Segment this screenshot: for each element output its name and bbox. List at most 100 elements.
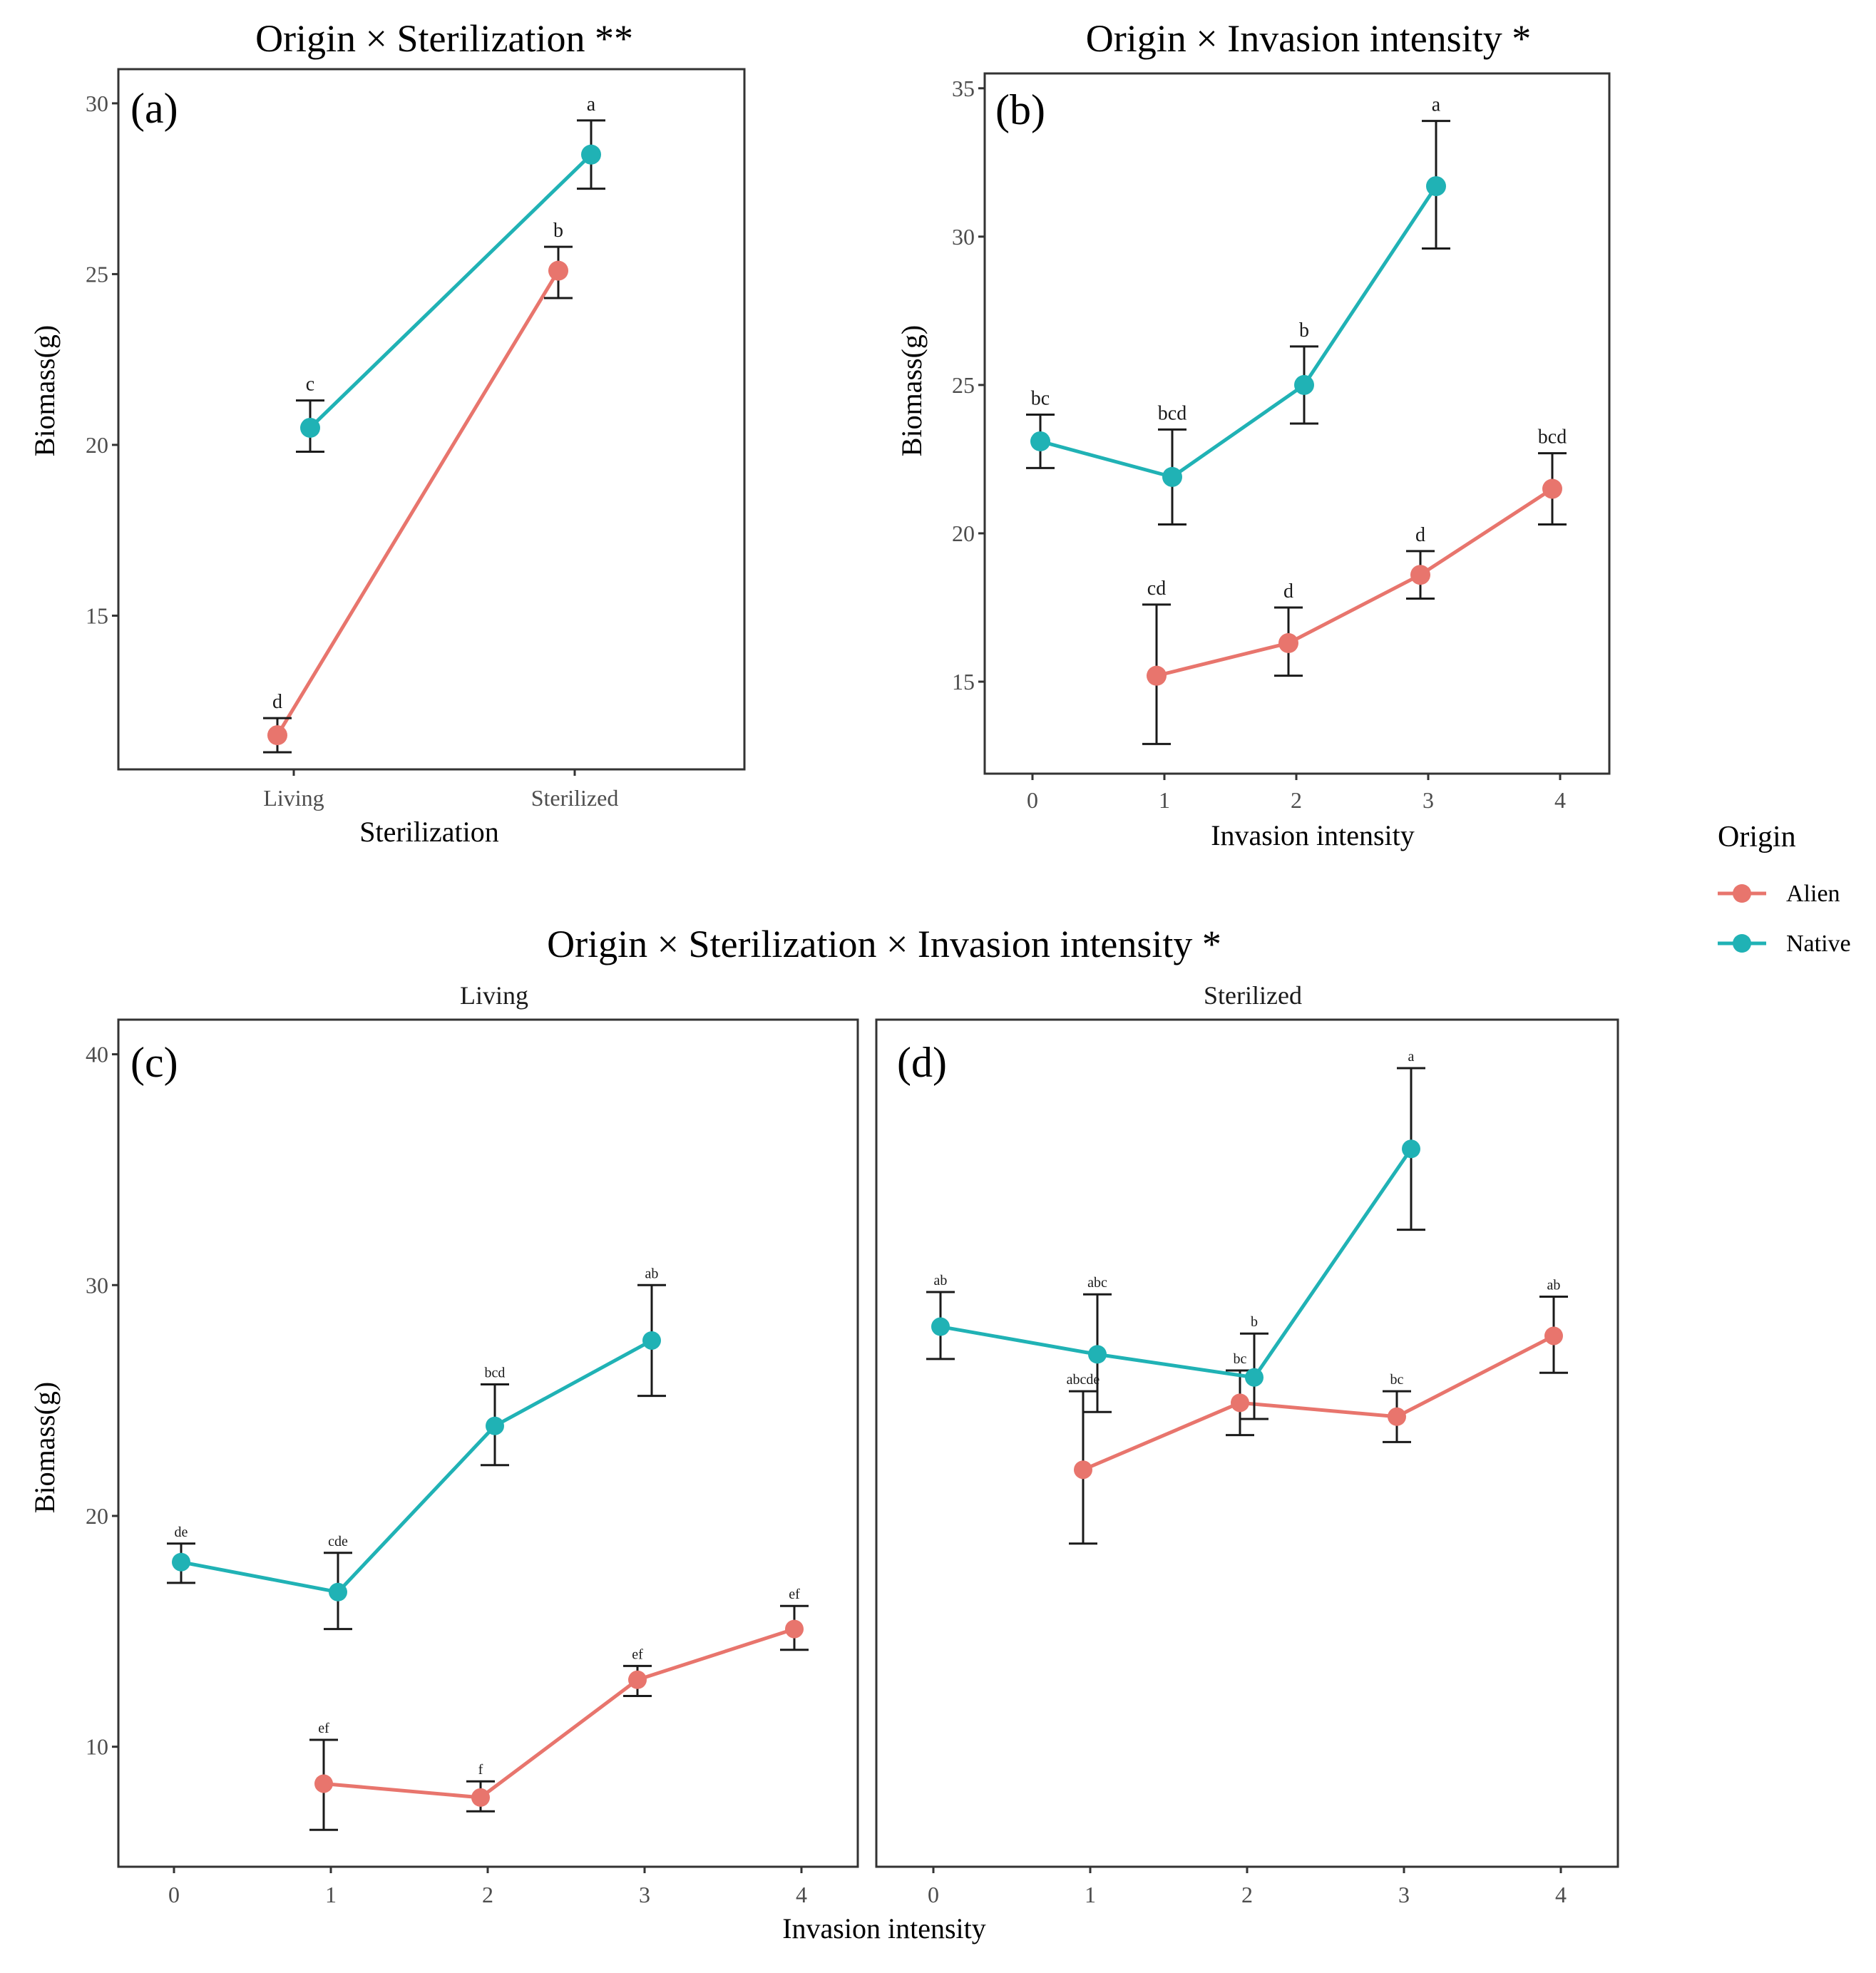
panel-c-ytick-label: 20 (86, 1503, 108, 1529)
panel-b-alien-sig-letter: d (1283, 580, 1293, 603)
panel-d-native-sig-letter: a (1408, 1049, 1415, 1065)
panel-b-title: Origin × Invasion intensity * (1086, 17, 1531, 60)
panel-a-marks: d b c a (263, 93, 605, 754)
panel-c-xticks: 0 1 2 3 4 (168, 1867, 807, 1907)
panel-b-alien-sig-letter: cd (1147, 578, 1166, 600)
panel-b-native-sig-letter: b (1299, 319, 1309, 342)
panel-a-xtick-label: Sterilized (531, 785, 619, 811)
panel-b-ytick-label: 15 (952, 669, 975, 695)
panel-d-xtick-label: 3 (1398, 1882, 1410, 1907)
panel-d-strip-label: Sterilized (1204, 981, 1302, 1010)
legend-alien-label: Alien (1786, 881, 1840, 907)
panel-a-frame (117, 68, 746, 771)
panel-c-marks: ef f ef ef de cde bcd ab (167, 1266, 809, 1831)
panel-a-title: Origin × Sterilization ** (255, 17, 633, 60)
panel-c-strip (118, 978, 858, 1017)
bottom-title: Origin × Sterilization × Invasion intens… (547, 923, 1221, 965)
panel-b-native-sig-letter: a (1432, 94, 1441, 116)
panel-d-marks: abcde bc bc ab ab abc b a (926, 1049, 1568, 1545)
panel-b-native-point (1426, 176, 1446, 197)
panel-a-xticks: Living Sterilized (263, 769, 618, 811)
panel-c-xtick-label: 0 (168, 1882, 180, 1907)
panel-a-ytick-label: 15 (86, 603, 108, 628)
panel-b-marks: cd d d bcd bc bcd b a (1026, 94, 1567, 745)
panel-b: Origin × Invasion intensity * (b) 15 20 25… (896, 17, 1611, 851)
panel-d-xtick-label: 2 (1241, 1882, 1253, 1907)
panel-d-tag: (d) (897, 1039, 947, 1086)
panel-b-ytick-label: 30 (952, 224, 975, 250)
panel-d-xtick-label: 4 (1555, 1882, 1567, 1907)
panel-a-native-sig-letter: a (587, 93, 596, 116)
panel-c-alien-line (323, 1627, 795, 1800)
panel-d-native-point (1088, 1345, 1107, 1364)
panel-a-alien-sig-letter: b (553, 220, 563, 242)
panel-d-xtick-label: 1 (1085, 1882, 1096, 1907)
panel-c-native-point (329, 1582, 347, 1602)
panel-a-ytick-label: 25 (86, 261, 108, 287)
panel-c-native-sig-letter: bcd (485, 1365, 506, 1380)
panel-b-ylabel: Biomass(g) (896, 325, 928, 456)
panel-d-xticks: 0 1 2 3 4 (928, 1867, 1567, 1907)
panel-a-ytick-label: 20 (86, 432, 108, 458)
panel-c-ytick-label: 30 (86, 1272, 108, 1298)
panel-b-ytick-label: 20 (952, 521, 975, 546)
panel-b-native-sig-letter: bc (1031, 388, 1050, 410)
legend-item-native: Native (1718, 931, 1851, 957)
panel-a-alien-point (548, 260, 568, 281)
panel-c-xtick-label: 3 (639, 1882, 650, 1907)
panel-b-tag: (b) (995, 86, 1045, 133)
panel-c-xtick-label: 2 (482, 1882, 493, 1907)
panel-b-ytick-label: 25 (952, 372, 975, 398)
panel-c-native-sig-letter: ab (645, 1266, 659, 1281)
legend-native-dot (1733, 934, 1751, 953)
panel-d-alien-point (1544, 1326, 1563, 1346)
panel-b-xlabel: Invasion intensity (1211, 819, 1415, 851)
panel-a-native-line (309, 153, 593, 429)
bottom-xlabel: Invasion intensity (782, 1912, 986, 1944)
panel-d-native-line (940, 1147, 1413, 1380)
panel-b-xticks: 0 1 2 3 4 (1027, 774, 1566, 813)
panel-c-alien-sig-letter: ef (789, 1587, 800, 1602)
panel-c-ylabel: Biomass(g) (29, 1382, 61, 1513)
panel-c-ytick-label: 10 (86, 1734, 108, 1760)
panel-c-tag: (c) (130, 1039, 178, 1086)
panel-d-alien-sig-letter: abcde (1067, 1372, 1100, 1388)
panel-c-native-point (172, 1552, 190, 1572)
legend-title: Origin (1718, 821, 1796, 854)
panel-b-alien-point (1147, 665, 1167, 686)
legend-native-label: Native (1786, 931, 1851, 957)
panel-b-xtick-label: 1 (1159, 787, 1170, 813)
panel-b-native-point (1162, 466, 1182, 487)
panel-b-xtick-label: 0 (1027, 787, 1038, 813)
panel-a-native-point (300, 417, 320, 438)
legend: Origin Alien Native (1718, 821, 1851, 957)
panel-b-native-line (1040, 185, 1438, 479)
panel-d-alien-line (1082, 1334, 1555, 1472)
legend-alien-dot (1733, 884, 1751, 903)
panel-c-strip-label: Living (460, 981, 528, 1010)
panel-d-native-sig-letter: ab (934, 1273, 948, 1288)
panel-c-alien-point (471, 1788, 490, 1807)
panel-c-native-sig-letter: de (175, 1524, 188, 1540)
panel-b-alien-line (1156, 487, 1554, 678)
panel-a-tag: (a) (130, 85, 178, 132)
panel-d-alien-sig-letter: bc (1234, 1351, 1247, 1367)
panel-a-ylabel: Biomass(g) (29, 325, 61, 456)
panel-a-yticks: 15 20 25 30 (86, 91, 118, 628)
panel-d-native-point (931, 1317, 950, 1336)
panel-a-ytick-label: 30 (86, 91, 108, 116)
panel-b-alien-point (1278, 632, 1298, 653)
panel-b-alien-point (1542, 478, 1562, 499)
panel-c-frame (117, 1018, 859, 1868)
panel-d-alien-point (1388, 1407, 1406, 1426)
panel-b-native-point (1294, 374, 1314, 395)
panel-b-alien-point (1410, 565, 1430, 585)
panel-a-alien-sig-letter: d (272, 691, 282, 713)
panel-b-xtick-label: 3 (1423, 787, 1434, 813)
panel-d-native-sig-letter: abc (1087, 1275, 1107, 1291)
panel-c-native-sig-letter: cde (328, 1534, 348, 1549)
panel-d-alien-point (1074, 1460, 1092, 1480)
panel-c-alien-sig-letter: ef (318, 1721, 329, 1736)
panel-d-alien-point (1231, 1393, 1249, 1413)
